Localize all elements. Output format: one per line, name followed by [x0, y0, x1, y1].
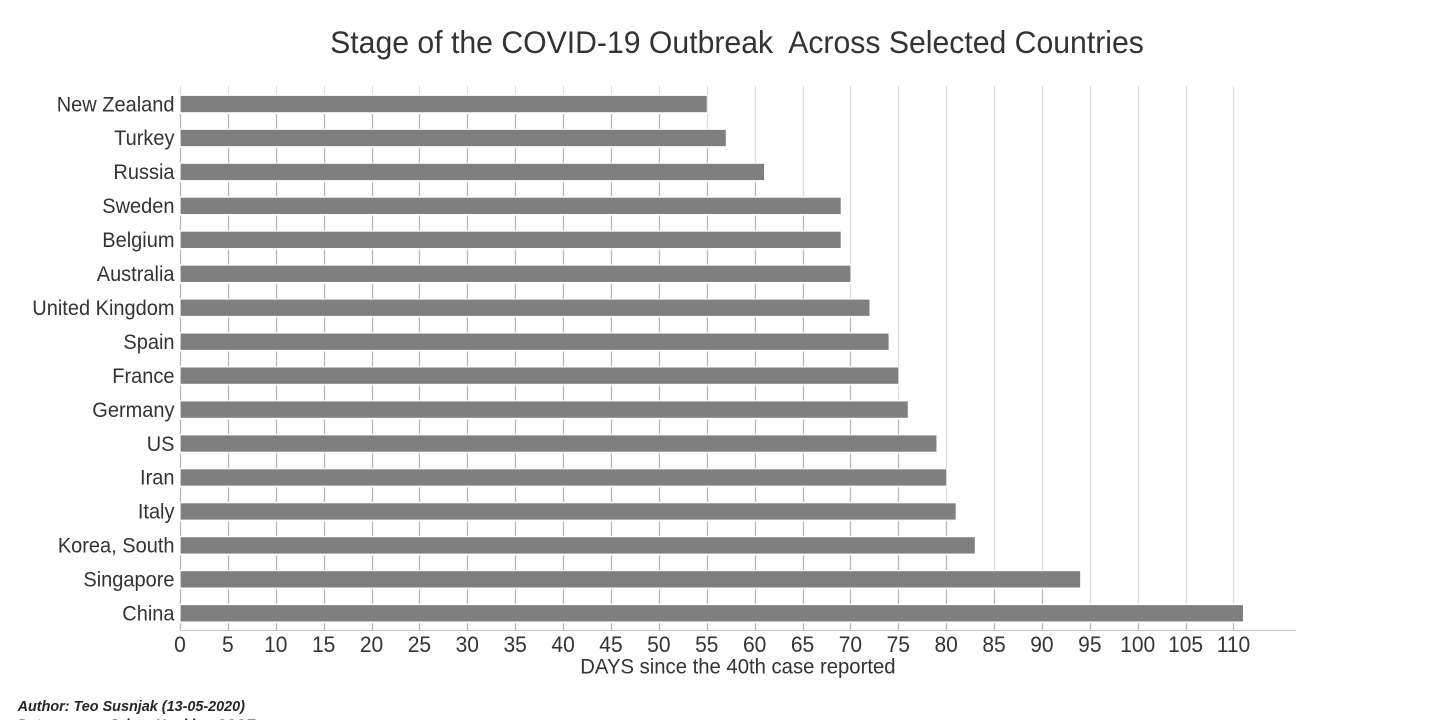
svg-text:Spain: Spain [123, 330, 174, 354]
svg-text:Stage of the COVID-19 Outbreak: Stage of the COVID-19 Outbreak Across Se… [330, 26, 1144, 60]
svg-text:70: 70 [839, 632, 862, 657]
svg-text:30: 30 [456, 632, 479, 657]
svg-text:105: 105 [1168, 632, 1203, 657]
svg-text:5: 5 [222, 632, 234, 657]
svg-text:United Kingdom: United Kingdom [32, 296, 174, 320]
svg-text:50: 50 [647, 632, 670, 657]
svg-text:35: 35 [504, 632, 527, 657]
svg-text:45: 45 [599, 632, 622, 657]
svg-text:DAYS since the 40th case repor: DAYS since the 40th case reported [580, 655, 895, 678]
svg-text:95: 95 [1078, 632, 1101, 657]
svg-text:60: 60 [743, 632, 766, 657]
svg-text:Iran: Iran [140, 466, 174, 490]
svg-text:Sweden: Sweden [102, 195, 174, 219]
svg-text:Korea, South: Korea, South [58, 534, 175, 558]
svg-text:15: 15 [312, 632, 335, 657]
svg-text:Data source: Johns Hopkins CSS: Data source: Johns Hopkins CSSE [18, 717, 256, 720]
svg-text:Russia: Russia [113, 161, 175, 185]
svg-text:Belgium: Belgium [102, 229, 174, 253]
svg-text:France: France [112, 364, 174, 388]
svg-text:75: 75 [887, 632, 910, 657]
svg-text:0: 0 [174, 632, 186, 657]
svg-text:Germany: Germany [92, 398, 175, 422]
svg-text:55: 55 [695, 632, 718, 657]
svg-text:Italy: Italy [138, 500, 175, 524]
svg-text:80: 80 [934, 632, 957, 657]
svg-text:10: 10 [264, 632, 287, 657]
svg-text:40: 40 [551, 632, 574, 657]
svg-text:China: China [122, 602, 175, 626]
svg-text:Author: Teo Susnjak (13-05-202: Author: Teo Susnjak (13-05-2020) [17, 699, 246, 715]
svg-text:Singapore: Singapore [83, 568, 174, 592]
svg-text:New Zealand: New Zealand [57, 93, 175, 117]
svg-text:20: 20 [360, 632, 383, 657]
svg-text:Turkey: Turkey [114, 127, 175, 151]
svg-text:85: 85 [982, 632, 1005, 657]
svg-text:110: 110 [1217, 632, 1250, 657]
svg-text:25: 25 [408, 632, 431, 657]
svg-text:Australia: Australia [97, 262, 175, 286]
svg-text:100: 100 [1120, 632, 1155, 657]
svg-text:US: US [147, 432, 175, 456]
svg-text:90: 90 [1030, 632, 1053, 657]
svg-text:65: 65 [791, 632, 814, 657]
